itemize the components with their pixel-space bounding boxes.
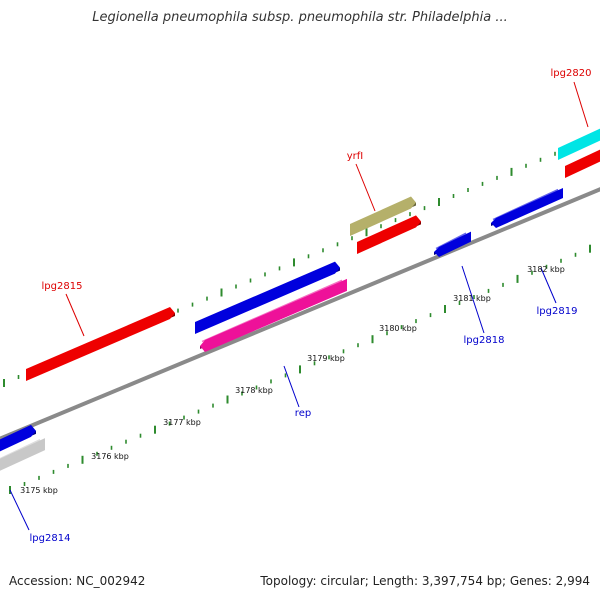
accession-label: Accession: NC_002942 (9, 574, 146, 588)
gene-highlight (566, 150, 600, 169)
gene-feature-5[interactable] (558, 126, 600, 160)
tick-label: 3180 kbp (379, 324, 417, 333)
tick-label: 3178 kbp (235, 386, 273, 395)
gene-highlight (559, 129, 600, 151)
callout-leader (65, 293, 85, 337)
callout-leader (355, 163, 376, 212)
gene-body (26, 307, 175, 381)
gene-feature-2[interactable] (195, 261, 340, 334)
callout-leader (283, 365, 300, 408)
gene-yrfI[interactable] (350, 196, 416, 236)
gene-highlight (0, 438, 41, 460)
callout-leader (461, 265, 485, 334)
gene-label-lpg2815[interactable]: lpg2815 (42, 281, 83, 292)
callout-leader (9, 489, 30, 531)
gene-label-rep[interactable]: rep (295, 408, 311, 419)
gene-lpg2820[interactable] (565, 147, 600, 178)
gene-highlight (201, 279, 343, 343)
tick-label: 3175 kbp (20, 486, 58, 495)
tick-label: 3182 kbp (527, 265, 565, 274)
gene-lpg2814[interactable] (0, 438, 45, 473)
gene-label-lpg2818[interactable]: lpg2818 (464, 335, 505, 346)
genome-backbone (0, 187, 600, 441)
axis-tick-labels: 3175 kbp 3176 kbp 3177 kbp 3178 kbp 3179 kbp… (20, 265, 565, 495)
gene-body (0, 438, 45, 471)
gene-body (434, 231, 471, 257)
gene-highlight (351, 197, 412, 227)
gene-lpg2815[interactable] (26, 307, 175, 381)
gene-label-lpg2819[interactable]: lpg2819 (537, 306, 578, 317)
tick-label: 3177 kbp (163, 418, 201, 427)
gene-features (0, 126, 600, 473)
gene-body (357, 215, 421, 254)
gene-body (0, 424, 36, 452)
map-title: Legionella pneumophila subsp. pneumophil… (92, 10, 508, 25)
gene-highlight (358, 216, 417, 245)
gene-highlight (0, 425, 32, 443)
gene-label-lpg2814[interactable]: lpg2814 (30, 533, 71, 544)
gene-label-lpg2820[interactable]: lpg2820 (551, 68, 592, 79)
gene-label-yrfI[interactable]: yrfI (347, 151, 364, 162)
gene-highlight (492, 188, 559, 221)
gene-body (350, 196, 416, 236)
callout-leader (540, 267, 557, 304)
tick-label: 3176 kbp (91, 452, 129, 461)
gene-body (200, 278, 347, 352)
gene-body (195, 261, 340, 334)
gene-highlight (27, 307, 171, 372)
tick-label: 3179 kbp (307, 354, 345, 363)
gene-feature-10[interactable] (491, 188, 563, 228)
callout-leader (573, 81, 589, 128)
gene-callouts: lpg2815 yrfI lpg2820 lpg2814 rep lpg2818 lpg28… (9, 68, 592, 544)
gene-highlight (196, 262, 336, 325)
gene-highlight (435, 232, 467, 250)
gene-body (491, 188, 563, 228)
genome-summary: Topology: circular; Length: 3,397,754 bp… (260, 574, 590, 588)
gene-rep[interactable] (200, 278, 347, 352)
gene-body (558, 128, 600, 160)
tick-label: 3181 kbp (453, 294, 491, 303)
gene-feature-4[interactable] (357, 215, 421, 254)
gene-body (565, 149, 600, 178)
gene-lpg2818[interactable] (434, 231, 471, 257)
gene-feature-0[interactable] (0, 424, 36, 456)
